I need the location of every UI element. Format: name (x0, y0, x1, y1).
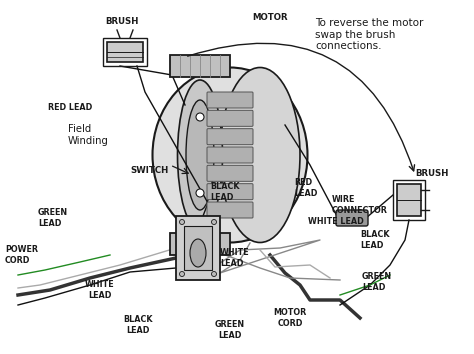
Text: RED LEAD: RED LEAD (48, 103, 92, 112)
Ellipse shape (211, 272, 217, 276)
FancyBboxPatch shape (207, 147, 253, 163)
Ellipse shape (180, 219, 184, 224)
Text: BRUSH: BRUSH (105, 17, 139, 26)
Text: BLACK
LEAD: BLACK LEAD (123, 315, 153, 335)
Ellipse shape (190, 239, 206, 267)
Ellipse shape (220, 68, 300, 242)
Ellipse shape (196, 189, 204, 197)
Text: GREEN
LEAD: GREEN LEAD (38, 208, 68, 228)
FancyBboxPatch shape (184, 226, 212, 270)
Ellipse shape (180, 272, 184, 276)
FancyBboxPatch shape (207, 129, 253, 145)
FancyBboxPatch shape (397, 184, 421, 216)
FancyBboxPatch shape (207, 165, 253, 181)
Text: GREEN
LEAD: GREEN LEAD (215, 320, 245, 340)
Text: BLACK
LEAD: BLACK LEAD (360, 230, 390, 250)
Text: SWITCH: SWITCH (130, 166, 168, 175)
Ellipse shape (153, 68, 308, 242)
Text: RED
LEAD: RED LEAD (294, 178, 318, 198)
Ellipse shape (211, 219, 217, 224)
FancyBboxPatch shape (207, 184, 253, 200)
FancyBboxPatch shape (336, 210, 368, 226)
FancyBboxPatch shape (176, 216, 220, 280)
Ellipse shape (177, 80, 222, 230)
Text: To reverse the motor
swap the brush
connections.: To reverse the motor swap the brush conn… (315, 18, 423, 51)
Text: GREEN
LEAD: GREEN LEAD (362, 272, 392, 292)
Ellipse shape (186, 100, 214, 210)
FancyBboxPatch shape (107, 42, 143, 62)
Text: WHITE
LEAD: WHITE LEAD (220, 248, 250, 268)
Text: MOTOR: MOTOR (252, 13, 288, 22)
Text: WHITE
LEAD: WHITE LEAD (85, 280, 115, 300)
Text: WHITE LEAD: WHITE LEAD (308, 217, 364, 227)
FancyBboxPatch shape (170, 55, 230, 77)
Ellipse shape (196, 113, 204, 121)
Text: BRUSH: BRUSH (415, 169, 448, 178)
FancyBboxPatch shape (207, 92, 253, 108)
FancyBboxPatch shape (170, 233, 230, 255)
Text: BLACK
LEAD: BLACK LEAD (210, 182, 239, 202)
FancyBboxPatch shape (207, 202, 253, 218)
Text: MOTOR
CORD: MOTOR CORD (273, 308, 307, 328)
Text: WIRE
CONNECTOR: WIRE CONNECTOR (332, 195, 388, 215)
FancyBboxPatch shape (207, 110, 253, 126)
Text: POWER
CORD: POWER CORD (5, 245, 38, 265)
Text: Field
Winding: Field Winding (68, 124, 109, 146)
